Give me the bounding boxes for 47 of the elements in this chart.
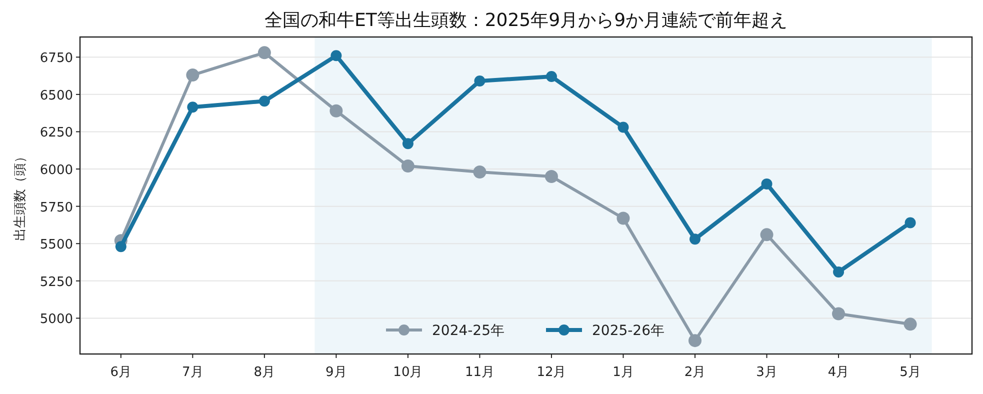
point (616, 212, 630, 225)
x-tick-label: 7月 (182, 365, 204, 380)
point (402, 138, 414, 150)
legend-label: 2024-25年 (432, 323, 504, 339)
x-tick-label: 8月 (254, 365, 276, 380)
point (401, 160, 414, 173)
y-tick-label: 6500 (40, 88, 73, 104)
legend-label: 2025-26年 (592, 323, 664, 339)
point (115, 241, 126, 252)
y-tick-label: 6000 (40, 163, 73, 178)
point (904, 217, 916, 228)
point (474, 76, 486, 87)
x-tick-label: 9月 (326, 365, 347, 380)
x-tick-label: 1月 (612, 365, 634, 380)
y-tick-label: 5250 (40, 274, 73, 290)
point (186, 68, 200, 82)
y-tick-label: 5750 (40, 200, 73, 216)
point (833, 266, 844, 278)
point (761, 178, 772, 190)
y-tick-label: 6750 (40, 51, 73, 66)
x-tick-label: 12月 (536, 365, 566, 380)
point (690, 234, 700, 245)
point (618, 122, 629, 133)
point (330, 104, 343, 118)
point (904, 318, 917, 331)
x-tick-label: 5月 (900, 365, 921, 380)
point (473, 166, 486, 179)
point (187, 102, 198, 113)
x-tick-label: 11月 (464, 365, 494, 380)
point (760, 228, 774, 242)
x-tick-label: 3月 (756, 365, 778, 380)
point (832, 307, 846, 320)
point (258, 46, 271, 60)
x-tick-label: 10月 (393, 365, 423, 380)
point (544, 170, 558, 183)
point (330, 50, 342, 62)
point (258, 96, 270, 107)
y-tick-label: 5500 (40, 238, 73, 253)
point (688, 334, 702, 348)
chart-title: 全国の和牛ET等出生頭数：2025年9月から9か月連続で前年超え (264, 10, 788, 31)
x-tick-label: 4月 (828, 365, 850, 380)
y-tick-label: 5000 (40, 312, 73, 328)
y-axis-title: 出生頭数（頭） (13, 150, 28, 241)
point (546, 71, 557, 82)
x-tick-label: 6月 (110, 365, 132, 380)
y-tick-label: 6250 (40, 126, 73, 141)
x-tick-label: 2月 (684, 365, 706, 380)
